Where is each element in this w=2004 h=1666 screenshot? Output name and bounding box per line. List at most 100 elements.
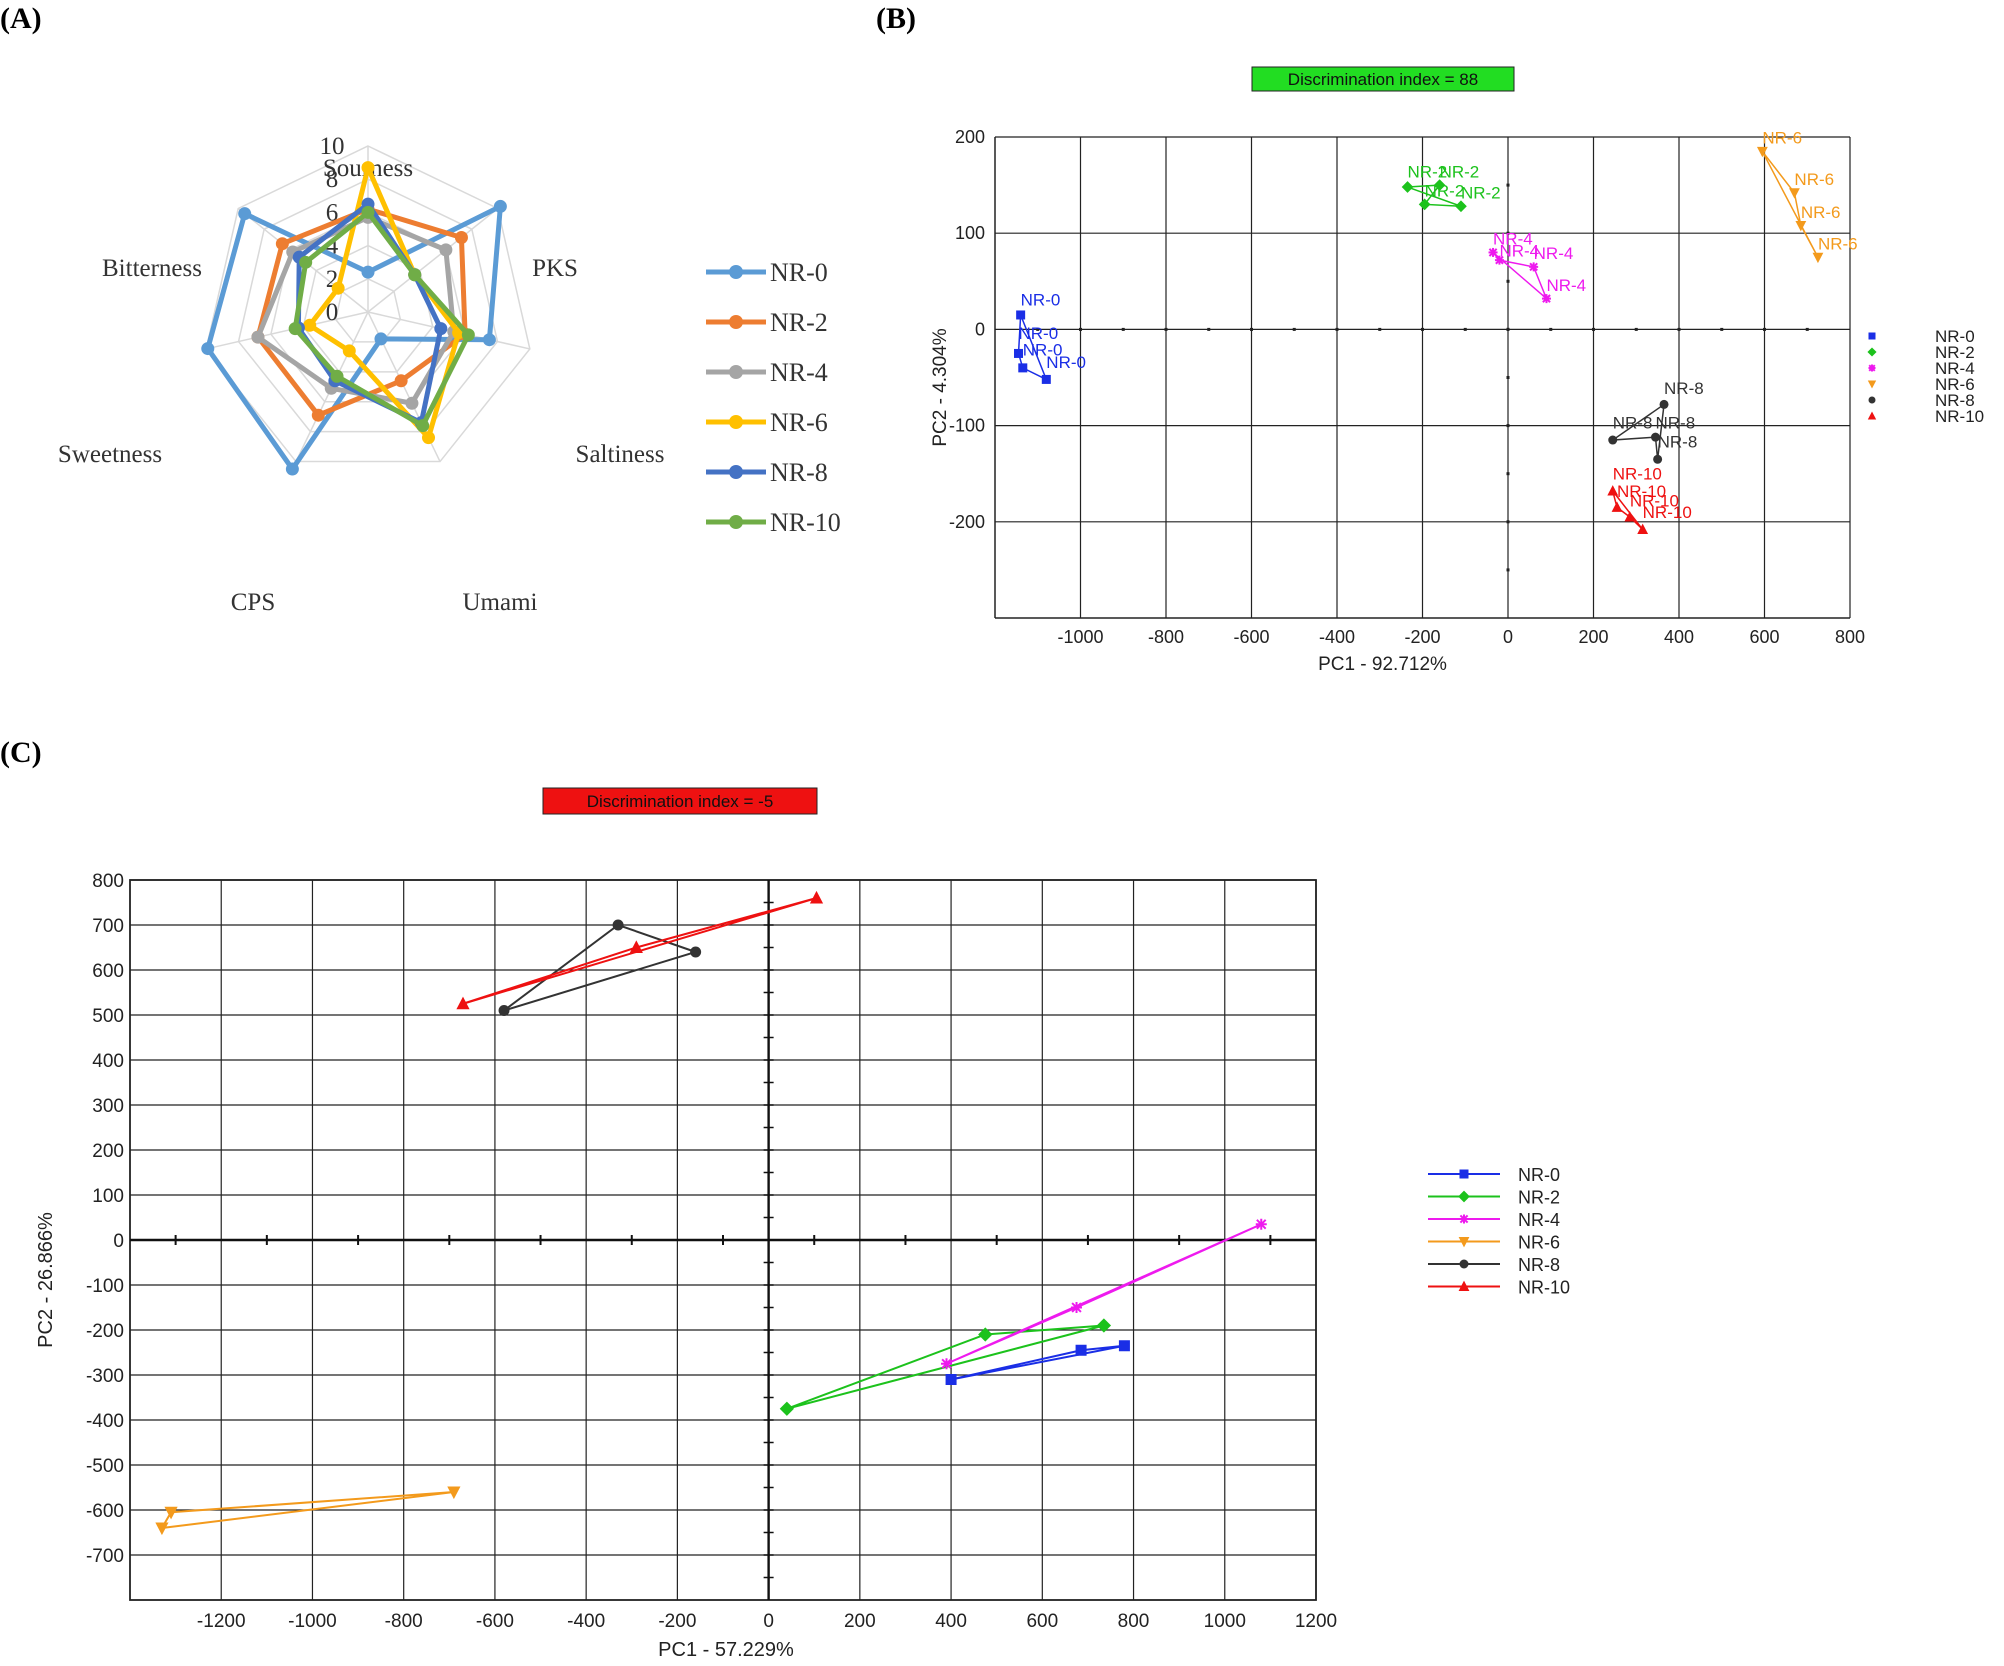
y-tick-label: -400: [86, 1411, 124, 1432]
x-tick-label: -200: [1404, 627, 1440, 647]
data-point-nr-10: [1607, 485, 1619, 496]
radar-legend-marker: [729, 265, 743, 279]
data-point-nr-0: [1018, 363, 1028, 373]
x-tick-label: 600: [1026, 1611, 1058, 1632]
series-hull-nr-4: [946, 1223, 1262, 1365]
x-tick-label: -400: [1319, 627, 1355, 647]
x-axis-label: PC1 - 57.229%: [658, 1639, 794, 1661]
zero-tick: [1164, 327, 1168, 331]
y-tick-label: -700: [86, 1546, 124, 1567]
series-hull-nr-6: [160, 1491, 454, 1530]
y-tick-label: 0: [113, 1231, 124, 1252]
radar-tick-label: 6: [326, 199, 339, 226]
zero-tick: [1506, 231, 1510, 235]
x-tick-label: 1000: [1204, 1611, 1246, 1632]
data-point-nr-10: [456, 996, 470, 1010]
zero-tick: [1506, 568, 1510, 572]
y-tick-label: 500: [92, 1006, 124, 1027]
data-point-nr-6: [1756, 146, 1768, 158]
legend-label-nr-6: NR-6: [1935, 375, 1975, 394]
radar-legend-label: NR-4: [770, 358, 828, 387]
zero-tick: [1805, 327, 1809, 331]
data-point-nr-6: [1812, 252, 1824, 264]
y-tick-label: 800: [92, 871, 124, 892]
radar-tick-label: 0: [326, 299, 339, 326]
discrimination-index-b: Discrimination index = 88: [1288, 70, 1478, 89]
radar-spoke: [205, 311, 369, 350]
series-hull-nr-2: [786, 1324, 1105, 1410]
data-point-nr-2: [1096, 1318, 1112, 1333]
radar-tick-label: 8: [326, 166, 339, 193]
legend-marker-nr-6: [1458, 1237, 1470, 1248]
radar-point-nr-0: [482, 333, 496, 347]
data-point-nr-2: [1455, 200, 1467, 213]
data-point-nr-4: [941, 1358, 953, 1370]
data-point-nr-2: [1433, 179, 1446, 191]
radar-point-nr-10: [408, 268, 422, 282]
zero-tick: [1506, 183, 1510, 187]
point-label-nr-10: NR-10: [1643, 503, 1692, 522]
zero-tick: [1677, 327, 1681, 331]
zero-tick: [1506, 327, 1510, 331]
x-tick-label: 400: [1664, 627, 1694, 647]
radar-point-nr-6: [361, 161, 375, 175]
y-axis-label: PC2 - 4.304%: [930, 328, 951, 446]
legend-marker-nr-4: [1868, 364, 1876, 372]
radar-axis-label-pks: PKS: [532, 255, 578, 282]
radar-axis-label-umami: Umami: [463, 589, 538, 616]
x-tick-label: 1200: [1295, 1611, 1337, 1632]
data-point-nr-2: [1401, 181, 1414, 193]
data-point-nr-8: [1608, 435, 1618, 445]
data-point-nr-10: [1637, 523, 1649, 534]
data-point-nr-10: [629, 940, 643, 953]
legend-marker-nr-8: [1459, 1259, 1469, 1269]
x-tick-label: -600: [476, 1611, 514, 1632]
point-label-nr-8: NR-8: [1655, 413, 1695, 432]
panel-label-c: (C): [0, 736, 42, 769]
radar-point-nr-2: [311, 408, 325, 422]
x-tick-label: -1000: [288, 1611, 337, 1632]
legend-label-nr-0: NR-0: [1935, 327, 1975, 346]
data-point-nr-4: [1071, 1302, 1083, 1313]
radar-tick-label: 10: [320, 133, 345, 160]
zero-tick: [1335, 327, 1339, 331]
x-tick-label: 200: [844, 1611, 876, 1632]
x-tick-label: -800: [385, 1611, 423, 1632]
x-tick-label: -1200: [197, 1611, 246, 1632]
radar-axis-label-cps: CPS: [231, 589, 275, 616]
y-tick-label: -200: [949, 512, 985, 532]
point-label-nr-4: NR-4: [1499, 241, 1539, 260]
x-tick-label: 0: [763, 1611, 774, 1632]
radar-legend-marker: [729, 365, 743, 379]
x-tick-label: 400: [935, 1611, 967, 1632]
radar-point-nr-6: [331, 281, 345, 295]
radar-point-nr-4: [251, 330, 265, 344]
zero-tick: [1207, 327, 1211, 331]
point-label-nr-2: NR-2: [1425, 182, 1465, 201]
pca-chart-c: Discrimination index = -5 -1200 -1000 -800 -…: [35, 787, 1570, 1661]
legend-label-nr-10: NR-10: [1518, 1278, 1570, 1298]
x-tick-label: 0: [1503, 627, 1513, 647]
x-tick-label: 600: [1749, 627, 1779, 647]
data-point-nr-0: [1014, 348, 1024, 358]
y-tick-label: -300: [86, 1366, 124, 1387]
series-hull-nr-0: [950, 1344, 1125, 1381]
discrimination-index-c: Discrimination index = -5: [587, 792, 774, 811]
legend-marker-nr-2: [1867, 347, 1877, 357]
point-label-nr-10: NR-10: [1617, 482, 1666, 501]
panel-label-a: (A): [0, 2, 42, 35]
data-point-nr-8: [612, 919, 624, 931]
y-tick-label: 600: [92, 961, 124, 982]
point-label-nr-6: NR-6: [1818, 235, 1858, 254]
x-tick-label: -200: [658, 1611, 696, 1632]
x-axis-label: PC1 - 92.712%: [1318, 654, 1447, 675]
x-tick-label: -600: [1233, 627, 1269, 647]
zero-tick: [1506, 424, 1510, 428]
legend-label-nr-2: NR-2: [1935, 343, 1975, 362]
data-point-nr-6: [447, 1486, 461, 1500]
zero-tick: [1378, 327, 1382, 331]
radar-point-nr-10: [461, 328, 475, 342]
legend-label-nr-8: NR-8: [1518, 1255, 1560, 1275]
data-point-nr-6: [164, 1506, 178, 1520]
y-tick-label: -200: [86, 1321, 124, 1342]
